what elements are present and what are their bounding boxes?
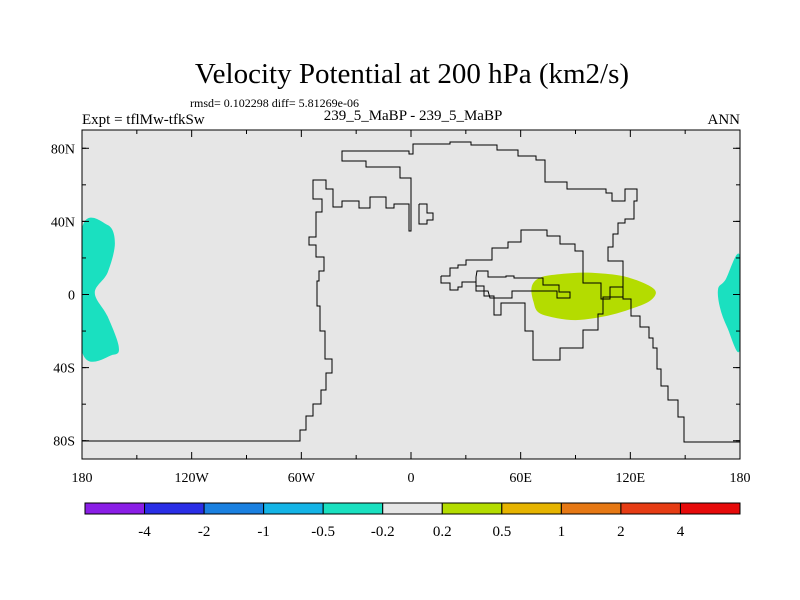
y-tick-label: 40N <box>51 215 75 230</box>
colorbar-label: 4 <box>677 524 685 540</box>
colorbar-label: 2 <box>617 524 625 540</box>
y-tick-label: 80N <box>51 142 75 157</box>
x-tick-label: 180 <box>730 471 751 486</box>
americas-coastline <box>82 141 740 443</box>
y-tick-label: 40S <box>53 362 75 377</box>
colorbar-label: -0.5 <box>311 524 335 540</box>
colorbar-swatch <box>620 502 681 515</box>
x-tick-label: 120E <box>616 471 646 486</box>
africa-eurasia-outline <box>440 229 624 361</box>
x-tick-label: 180 <box>72 471 93 486</box>
x-tick-label: 60W <box>288 471 316 486</box>
season-label: ANN <box>708 112 741 128</box>
colorbar-swatch <box>679 502 741 515</box>
colorbar-swatch <box>560 502 622 515</box>
y-tick-label: 0 <box>68 289 75 304</box>
colorbar-swatch <box>322 502 384 515</box>
northern-island-coastline <box>418 203 434 225</box>
rmsd-diff-stats: rmsd= 0.102298 diff= 5.81269e-06 <box>190 96 359 110</box>
experiment-label: Expt = tflMw-tfkSw <box>82 112 205 128</box>
x-tick-label: 0 <box>408 471 415 486</box>
y-tick-label: 80S <box>53 435 75 450</box>
west-negative-region <box>82 217 119 362</box>
case-subtitle: 239_5_MaBP - 239_5_MaBP <box>324 108 503 124</box>
colorbar-swatch <box>84 502 146 515</box>
colorbar-label: -2 <box>198 524 211 540</box>
east-negative-region <box>717 253 740 353</box>
central-positive-region <box>531 272 656 321</box>
chart-title: Velocity Potential at 200 hPa (km2/s) <box>195 58 629 90</box>
colorbar-swatch <box>203 502 265 515</box>
colorbar-swatch <box>263 502 324 515</box>
colorbar-swatch <box>382 502 443 515</box>
colorbar-swatch <box>501 502 562 515</box>
colorbar-label: 1 <box>558 524 566 540</box>
colorbar-label: 0.2 <box>433 524 452 540</box>
colorbar-swatch <box>144 502 205 515</box>
colorbar-label: -4 <box>138 524 151 540</box>
x-tick-label: 120W <box>175 471 210 486</box>
colorbar-label: -1 <box>257 524 270 540</box>
colorbar-label: 0.5 <box>492 524 511 540</box>
x-tick-label: 60E <box>509 471 532 486</box>
colorbar-label: -0.2 <box>371 524 395 540</box>
colorbar-swatch <box>441 502 503 515</box>
inner-basin-outline <box>475 270 571 299</box>
continent-outlines <box>82 141 740 443</box>
